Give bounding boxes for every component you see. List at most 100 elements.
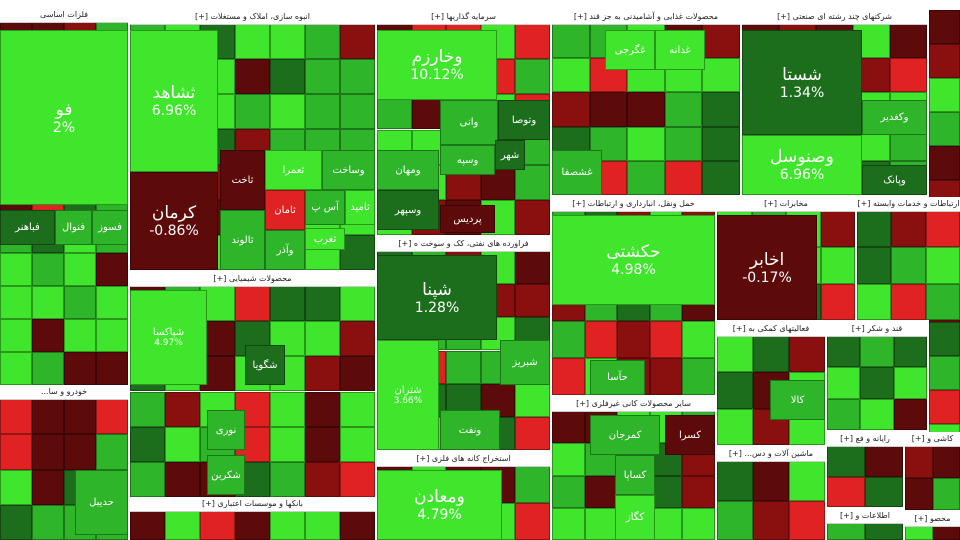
tile-filler bbox=[270, 286, 305, 322]
stock-tile: فباهنر bbox=[0, 210, 55, 245]
stock-label: وتوصا bbox=[511, 114, 537, 126]
tile-filler bbox=[305, 321, 340, 357]
tile-filler bbox=[130, 461, 165, 497]
tile-filler bbox=[270, 461, 305, 497]
sector-header: قند و شکر [+] bbox=[827, 322, 927, 337]
tile-filler bbox=[905, 446, 933, 478]
stock-change: 3.66% bbox=[393, 395, 423, 406]
sector-header: فعالیتهای کمکی به [+] bbox=[717, 322, 825, 337]
tile-filler bbox=[515, 24, 550, 60]
tile-filler bbox=[929, 146, 960, 180]
tile-filler bbox=[753, 461, 789, 501]
tile-filler bbox=[789, 461, 825, 501]
tile-filler bbox=[860, 398, 894, 430]
tile-filler bbox=[64, 434, 96, 470]
tile-filler bbox=[305, 59, 340, 95]
stock-label: شکربن bbox=[211, 469, 241, 481]
stock-tile: حکشتی 4.98% bbox=[552, 215, 715, 305]
tile-filler bbox=[925, 211, 960, 248]
stock-tile: وصنوسل 6.96% bbox=[742, 135, 862, 195]
stock-label: شگویا bbox=[252, 359, 278, 371]
stock-tile: کساپا bbox=[615, 455, 655, 495]
tile-filler bbox=[270, 511, 305, 540]
stock-change: 6.96% bbox=[779, 167, 825, 183]
tile-filler bbox=[649, 475, 683, 508]
tile-filler bbox=[64, 319, 96, 352]
tile-filler bbox=[515, 383, 550, 417]
stock-label: ونفت bbox=[458, 424, 482, 436]
stock-label: پردیس bbox=[453, 213, 482, 225]
tile-filler bbox=[340, 391, 375, 427]
stock-label: غدانه bbox=[669, 44, 691, 56]
tile-filler bbox=[857, 211, 892, 248]
tile-filler bbox=[717, 336, 753, 373]
tile-filler bbox=[515, 199, 550, 235]
stock-label: وصنوسل bbox=[770, 147, 834, 167]
tile-filler bbox=[717, 372, 753, 409]
stock-label: فباهنر bbox=[15, 222, 40, 233]
tile-filler bbox=[891, 211, 926, 248]
stock-tile: شستا 1.34% bbox=[742, 30, 862, 135]
stock-change: 6.96% bbox=[151, 103, 197, 119]
tile-filler bbox=[857, 247, 892, 284]
tile-filler bbox=[96, 352, 128, 385]
tile-filler bbox=[584, 321, 618, 359]
tile-filler bbox=[552, 92, 590, 127]
sector-header: استخراج کانه های فلزی [+] bbox=[377, 452, 550, 467]
tile-filler bbox=[627, 160, 665, 195]
tile-filler bbox=[340, 24, 375, 60]
sector: محصولات غذایی و آشامیدنی به جز قند [+] غگ… bbox=[552, 10, 740, 195]
sector: خودرو و سا... حدیبل bbox=[0, 385, 128, 540]
tile-filler bbox=[827, 523, 865, 540]
sector-header: شرکتهای چند رشته ای صنعتی [+] bbox=[742, 10, 927, 25]
stock-label: اخابر bbox=[749, 249, 785, 270]
tile-filler bbox=[702, 160, 740, 195]
stock-label: غشصفا bbox=[561, 167, 593, 178]
sector: فراورده های نفتی، کک و سوخت ه [+] شپنا 1.2… bbox=[377, 237, 550, 450]
tile-filler bbox=[789, 500, 825, 540]
tile-filler bbox=[340, 94, 375, 130]
tile-filler bbox=[235, 59, 270, 95]
tile-filler bbox=[32, 399, 64, 435]
tile-filler bbox=[860, 336, 894, 368]
stock-tile: ثامان bbox=[265, 190, 305, 230]
tile-filler bbox=[717, 408, 753, 445]
stock-tile: کالا bbox=[770, 380, 825, 420]
tile-filler bbox=[682, 321, 715, 359]
tile-filler bbox=[235, 286, 270, 322]
tile-filler bbox=[96, 286, 128, 319]
stock-label: نوری bbox=[215, 424, 237, 436]
tile-filler bbox=[891, 283, 926, 320]
stock-tile: غگرجی bbox=[605, 30, 655, 70]
stock-tile: ثالوند bbox=[220, 210, 265, 270]
stock-tile: شهر bbox=[495, 140, 525, 170]
stock-tile: ثامید bbox=[345, 190, 375, 225]
tile-filler bbox=[932, 446, 960, 478]
stock-tile: وسپه bbox=[440, 145, 495, 175]
tile-filler bbox=[305, 461, 340, 497]
tile-filler bbox=[64, 253, 96, 286]
tile-filler bbox=[820, 211, 855, 248]
stock-label: ثامید bbox=[350, 202, 370, 213]
tile-filler bbox=[0, 504, 32, 540]
tile-filler bbox=[515, 466, 550, 503]
tile-filler bbox=[165, 426, 200, 462]
stock-change: 4.79% bbox=[417, 507, 462, 523]
tile-filler bbox=[552, 58, 590, 93]
tile-filler bbox=[0, 253, 32, 286]
stock-tile: فو 2% bbox=[0, 30, 128, 205]
tile-filler bbox=[235, 94, 270, 130]
tile-filler bbox=[270, 59, 305, 95]
stock-change: -0.86% bbox=[149, 223, 199, 239]
tile-filler bbox=[305, 426, 340, 462]
stock-tile: وساخت bbox=[322, 150, 375, 190]
sector: استخراج کانه های فلزی [+] ومعادن 4.79% bbox=[377, 452, 550, 540]
stock-label: ثاخت bbox=[231, 174, 254, 186]
tile-filler bbox=[130, 391, 165, 427]
sector-header: محصولات شیمیایی [+] bbox=[130, 272, 375, 287]
sector: سرمایه گذاریها [+] وخارزم 10.12% وتوصا وانی و… bbox=[377, 10, 550, 235]
stock-label: غگرجی bbox=[614, 44, 646, 56]
sector-header: بانکها و موسسات اعتباری [+] bbox=[130, 497, 375, 512]
tile-filler bbox=[627, 126, 665, 161]
tile-filler bbox=[702, 126, 740, 161]
